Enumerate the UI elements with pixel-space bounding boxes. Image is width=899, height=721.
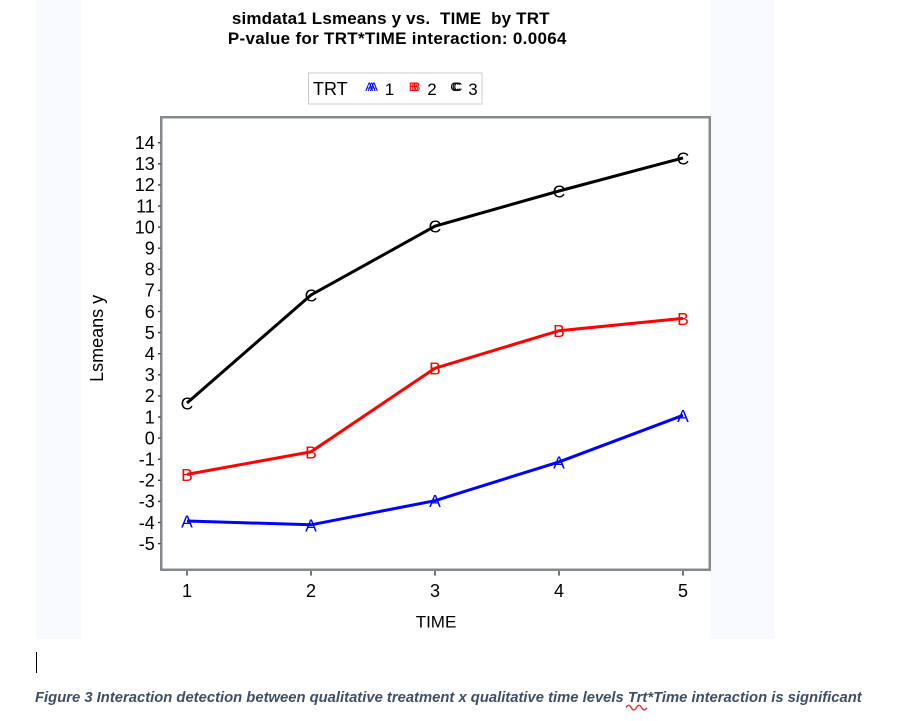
svg-text:TIME: TIME — [416, 613, 457, 632]
svg-text:B: B — [411, 80, 419, 94]
svg-text:-5: -5 — [139, 534, 155, 554]
svg-text:TRT: TRT — [313, 79, 348, 99]
svg-text:C: C — [454, 80, 463, 94]
svg-text:C: C — [677, 148, 690, 168]
svg-text:-4: -4 — [139, 513, 155, 533]
svg-text:10: 10 — [135, 217, 155, 237]
svg-text:P-value for TRT*TIME interacti: P-value for TRT*TIME interaction: 0.0064 — [228, 29, 567, 48]
svg-text:14: 14 — [135, 133, 155, 153]
svg-text:3: 3 — [430, 581, 440, 601]
svg-text:2: 2 — [427, 80, 436, 99]
svg-text:13: 13 — [135, 154, 155, 174]
svg-text:7: 7 — [145, 281, 155, 301]
svg-text:A: A — [370, 80, 378, 94]
svg-text:A: A — [365, 80, 373, 94]
svg-text:1: 1 — [385, 80, 394, 99]
svg-text:C: C — [553, 182, 566, 202]
svg-text:-2: -2 — [139, 471, 155, 491]
svg-text:B: B — [409, 80, 417, 94]
svg-text:0: 0 — [145, 428, 155, 448]
svg-text:4: 4 — [145, 344, 155, 364]
svg-text:C: C — [429, 217, 442, 237]
svg-text:A: A — [677, 406, 689, 426]
svg-text:simdata1 Lsmeans y vs. TIME: simdata1 Lsmeans y vs. TIME by TRT — [232, 9, 550, 28]
svg-text:-3: -3 — [139, 492, 155, 512]
svg-text:A: A — [181, 512, 193, 532]
svg-text:A: A — [368, 80, 376, 94]
svg-text:B: B — [677, 309, 689, 329]
svg-text:C: C — [452, 80, 461, 94]
svg-text:-1: -1 — [139, 450, 155, 470]
svg-text:12: 12 — [135, 175, 155, 195]
svg-text:C: C — [305, 286, 318, 306]
svg-text:1: 1 — [182, 581, 192, 601]
svg-text:B: B — [553, 321, 565, 341]
svg-text:6: 6 — [145, 302, 155, 322]
svg-text:5: 5 — [145, 323, 155, 343]
svg-text:3: 3 — [468, 80, 477, 99]
svg-text:3: 3 — [145, 365, 155, 385]
svg-text:B: B — [305, 442, 317, 462]
svg-text:C: C — [181, 394, 194, 414]
svg-text:2: 2 — [145, 386, 155, 406]
svg-text:C: C — [450, 80, 459, 94]
svg-text:5: 5 — [678, 581, 688, 601]
svg-text:A: A — [429, 491, 441, 511]
svg-text:Lsmeans y: Lsmeans y — [87, 295, 107, 382]
svg-text:11: 11 — [136, 196, 155, 216]
svg-text:4: 4 — [554, 581, 564, 601]
svg-text:2: 2 — [306, 581, 316, 601]
svg-text:A: A — [305, 515, 317, 535]
svg-text:A: A — [553, 452, 565, 472]
svg-text:B: B — [412, 80, 420, 94]
svg-text:B: B — [181, 465, 193, 485]
svg-text:B: B — [429, 359, 441, 379]
svg-text:1: 1 — [145, 407, 155, 427]
svg-text:8: 8 — [145, 260, 155, 280]
svg-text:9: 9 — [145, 239, 155, 259]
